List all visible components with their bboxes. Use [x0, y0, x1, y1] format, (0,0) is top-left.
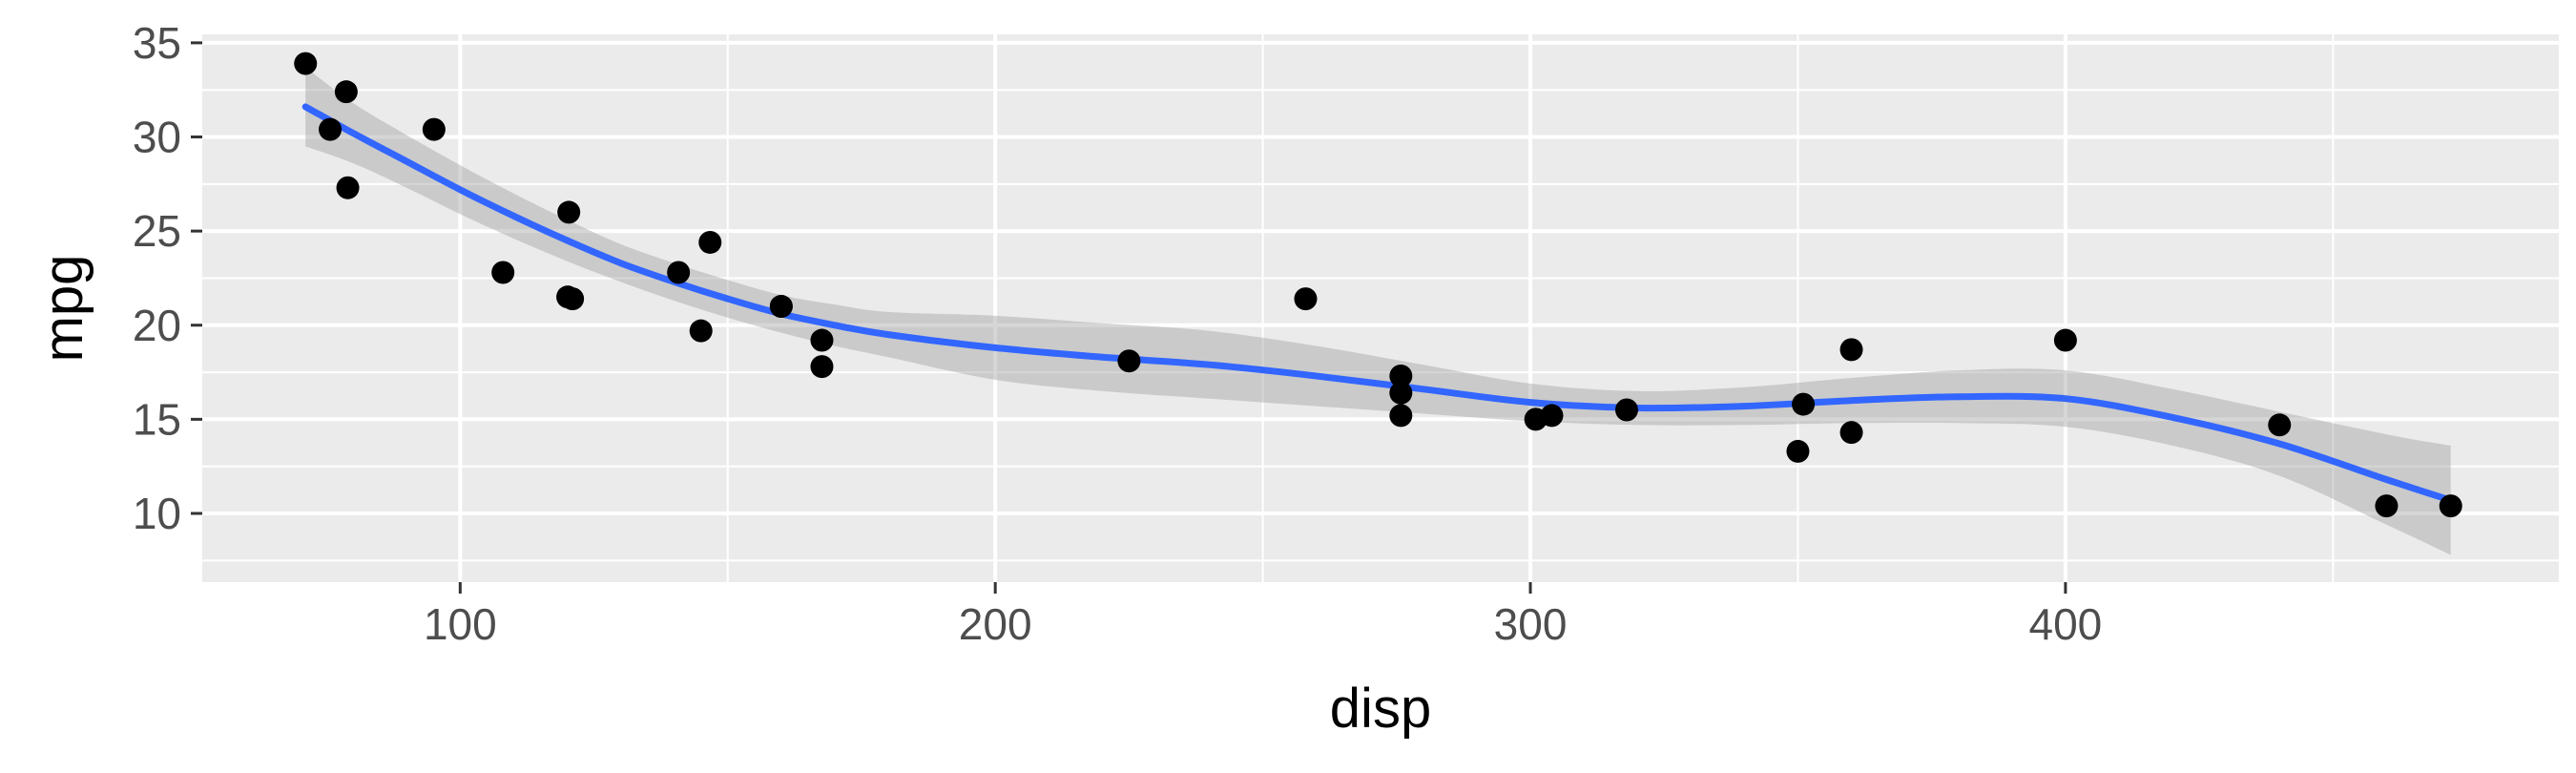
data-point	[769, 295, 793, 319]
x-tick-label: 300	[1494, 599, 1568, 649]
confidence-band	[305, 67, 2451, 555]
data-point	[1389, 404, 1413, 428]
data-point	[294, 52, 318, 75]
data-point	[491, 261, 515, 284]
data-point	[319, 117, 343, 141]
data-point	[2268, 413, 2292, 437]
data-point	[1117, 349, 1141, 373]
y-tick-label: 20	[133, 301, 181, 350]
data-point	[422, 117, 446, 141]
data-point	[1614, 398, 1638, 422]
data-point	[1786, 439, 1810, 463]
y-tick-label: 10	[133, 489, 181, 538]
data-point	[810, 355, 834, 379]
data-point	[1540, 404, 1564, 428]
smooth-line	[301, 103, 2455, 504]
x-axis: 100 200 300 400	[424, 582, 2102, 649]
data-point	[1294, 287, 1318, 311]
y-tick-label: 35	[133, 18, 181, 68]
y-tick-label: 30	[133, 113, 181, 162]
data-point	[689, 319, 713, 343]
x-tick-label: 400	[2029, 599, 2103, 649]
data-point	[561, 287, 585, 311]
data-point	[1839, 421, 1863, 445]
data-point	[336, 176, 360, 199]
data-point	[667, 261, 691, 284]
data-point	[334, 80, 358, 104]
data-point	[2375, 494, 2399, 518]
minor-gridlines	[202, 34, 2559, 582]
data-point	[1389, 381, 1413, 405]
x-axis-title: disp	[1330, 678, 1431, 740]
data-point	[698, 230, 722, 254]
major-gridlines	[202, 34, 2559, 582]
y-axis: 10 15 20 25 30 35	[133, 18, 202, 538]
data-point	[810, 328, 834, 352]
data-point	[557, 200, 581, 224]
x-tick-label: 200	[959, 599, 1032, 649]
data-point	[1839, 338, 1863, 362]
data-point	[1792, 392, 1816, 416]
data-point	[2439, 494, 2462, 518]
y-tick-label: 15	[133, 394, 181, 444]
data-point	[1389, 365, 1413, 388]
data-points	[294, 52, 2462, 518]
x-tick-label: 100	[424, 599, 497, 649]
data-point	[2053, 328, 2077, 352]
y-tick-label: 25	[133, 206, 181, 256]
plot-panel	[202, 34, 2559, 582]
y-axis-title: mpg	[32, 255, 94, 363]
